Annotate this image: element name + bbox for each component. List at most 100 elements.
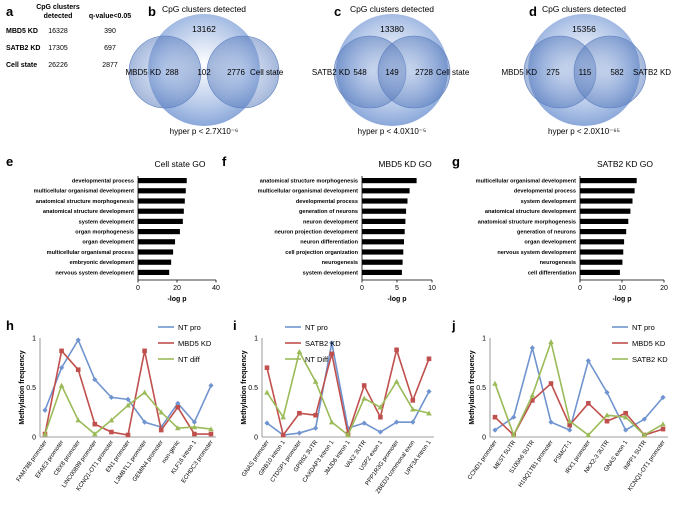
category-label: neuron differentiation (300, 240, 358, 246)
bar (580, 188, 635, 194)
category-label: developmental process (72, 179, 134, 185)
bar (362, 239, 404, 245)
category-label: anatomical structure morphogenesis (478, 219, 576, 225)
data-point (58, 382, 65, 388)
venn-right-circle (206, 35, 280, 109)
venn-both-count: 149 (385, 68, 399, 77)
venn-right-label: Cell state (436, 68, 470, 77)
data-point (548, 381, 554, 386)
data-point (42, 431, 48, 437)
data-point (191, 424, 198, 430)
data-point (141, 389, 148, 395)
series-line (44, 383, 212, 436)
data-point (92, 431, 98, 437)
data-point (641, 416, 647, 422)
y-tick-label: 1 (32, 336, 36, 343)
y-tick-label: 0 (32, 435, 36, 442)
bar (138, 269, 170, 275)
y-axis-label: Methylation frequency (469, 350, 476, 424)
category-label: system development (79, 219, 134, 225)
category-label: embryonic development (70, 260, 134, 266)
data-point (426, 388, 432, 395)
x-tick-label: 20 (173, 285, 181, 292)
data-point (660, 426, 666, 432)
venn-right-count: 582 (610, 68, 624, 77)
category-label: H19Q1TB1 promoter (518, 440, 555, 489)
legend-label: SATB2 KD (632, 355, 668, 364)
bar (362, 188, 410, 194)
bar (580, 249, 624, 255)
bar (362, 249, 404, 255)
legend-label: NT pro (178, 323, 201, 332)
bar (362, 178, 417, 184)
venn-panel-c: c CpG clusters detected 13380 548 149 2728 SAT… (312, 4, 470, 136)
data-point (313, 412, 318, 418)
data-point (394, 347, 399, 353)
table-cell: 390 (104, 28, 116, 35)
data-point (312, 378, 319, 384)
y-axis-label: Methylation frequency (241, 350, 248, 424)
category-label: generation of neurons (517, 230, 576, 236)
x-axis-label: -log p (167, 296, 186, 303)
bar (362, 229, 405, 235)
data-point (75, 367, 81, 372)
panel-letter-a: a (6, 4, 14, 19)
data-point (175, 405, 181, 410)
data-point (377, 429, 383, 435)
data-point (264, 420, 270, 426)
data-point (604, 418, 610, 424)
data-point (297, 410, 302, 416)
category-label: neurogenesis (540, 260, 576, 266)
bar-chart-f: f MBD5 KD GO anatomical structure morphoge… (222, 154, 436, 303)
data-point (567, 427, 573, 433)
bar (138, 218, 183, 224)
table-header-detected-2: detected (44, 13, 73, 20)
venn-left-label: MBD5 KD (501, 68, 537, 77)
data-point (280, 432, 286, 438)
bar (362, 259, 403, 265)
data-point (511, 414, 517, 420)
data-point (622, 414, 629, 420)
category-label: FAM78B promoter (16, 440, 49, 483)
legend-label: NT pro (305, 323, 328, 332)
category-label: anatomical structure development (43, 209, 134, 215)
venn-panel-d: d CpG clusters detected 15356 275 115 582 MBD5… (501, 4, 671, 136)
venn-outside-count: 15356 (572, 24, 596, 34)
category-label: multicellular organismal development (476, 179, 577, 185)
y-tick-label: 1 (254, 336, 258, 343)
data-point (296, 349, 303, 355)
venn-outside-count: 13380 (380, 24, 404, 34)
category-label: organ morphogenesis (75, 230, 134, 236)
data-point (125, 396, 131, 402)
bar (362, 208, 407, 214)
y-tick-label: 1 (482, 336, 486, 343)
x-tick-label: 0 (136, 285, 140, 292)
data-point (42, 407, 48, 413)
data-point (345, 432, 351, 438)
data-point (585, 358, 591, 364)
x-tick-label: 5 (395, 285, 399, 292)
table-row-label: Cell state (6, 62, 37, 69)
data-point (361, 420, 367, 426)
data-point (585, 432, 592, 438)
venn-right-label: SATB2 KD (633, 68, 671, 77)
data-point (208, 426, 214, 432)
category-label: developmental process (514, 189, 576, 195)
chart-title: Cell state GO (154, 159, 205, 169)
category-label: multicellular organismal development (34, 189, 135, 195)
bar-chart-e: e Cell state GO developmental process multi… (6, 154, 220, 303)
data-point (158, 409, 164, 415)
data-point (660, 421, 666, 427)
data-point (125, 402, 131, 408)
legend-label: MBD5 KD (178, 339, 212, 348)
bar (580, 198, 633, 204)
line-chart-h: h 0 0.5 1 Methylation frequency FAM78B promot… (6, 318, 216, 492)
y-axis-label: Methylation frequency (19, 350, 26, 424)
data-point (377, 404, 384, 410)
category-label: cell differentiation (528, 270, 577, 276)
bar (362, 198, 408, 204)
data-point (92, 421, 98, 427)
venn-pvalue: hyper p < 4.0X10⁻⁵ (358, 127, 427, 136)
panel-letter-h: h (6, 318, 14, 333)
